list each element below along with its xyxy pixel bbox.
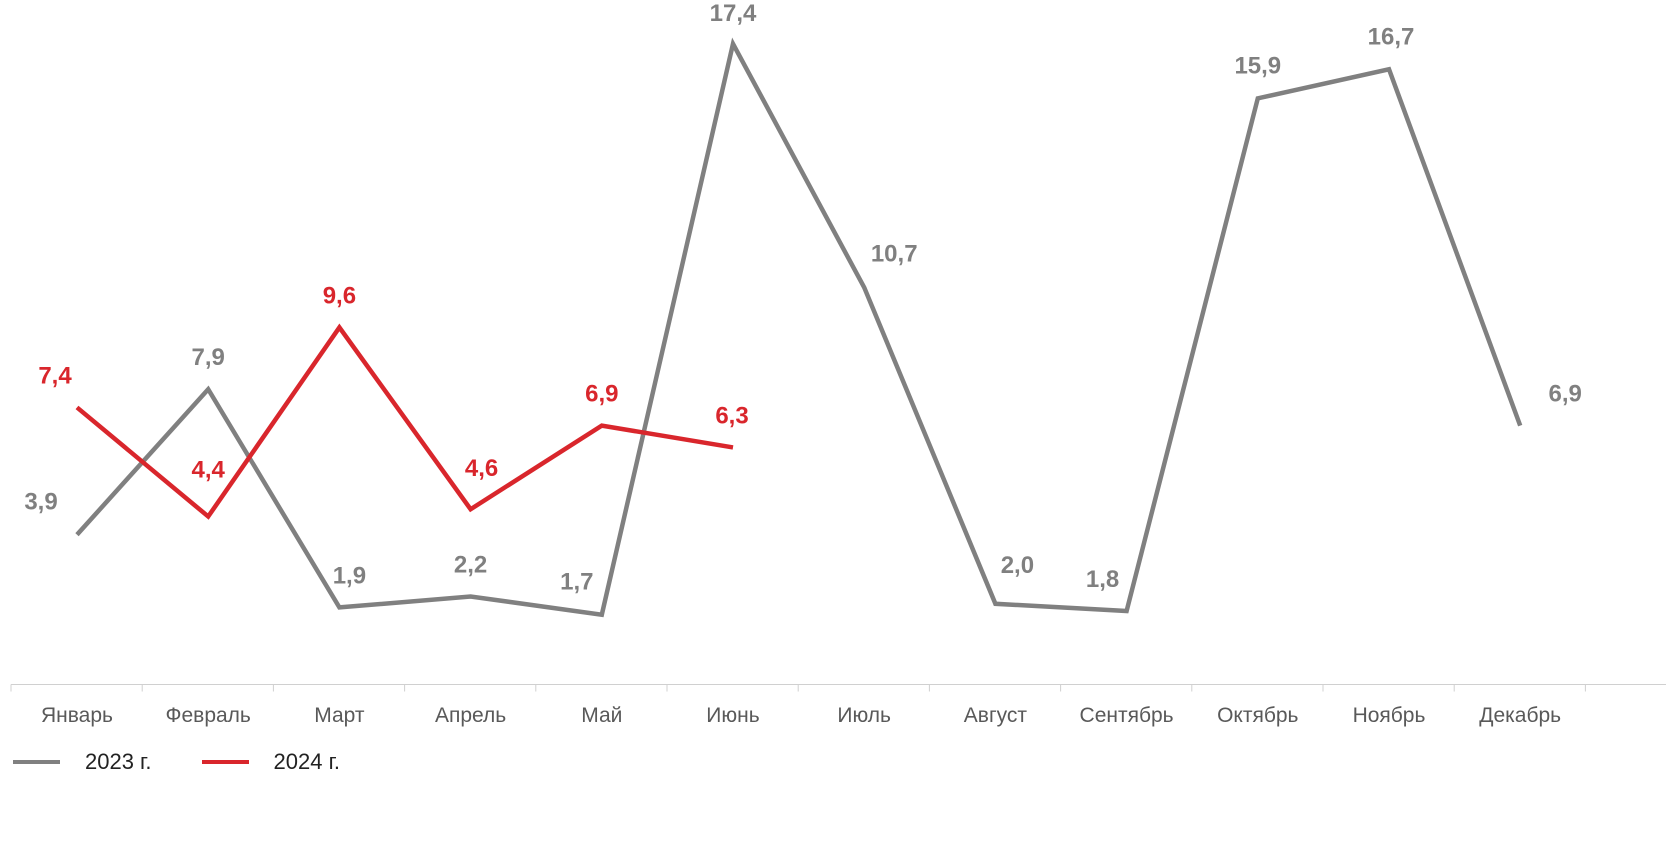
x-axis-category-label: Февраль (166, 704, 251, 727)
legend-label-2024: 2024 г. (273, 749, 341, 774)
data-label: 7,9 (192, 344, 225, 371)
x-axis-category-label: Апрель (435, 704, 506, 727)
legend-swatch-2023 (13, 760, 60, 764)
data-label: 1,8 (1086, 566, 1119, 593)
data-label: 4,6 (465, 455, 498, 482)
data-label: 1,7 (560, 569, 593, 596)
data-label: 10,7 (871, 240, 918, 267)
data-label: 9,6 (323, 282, 356, 309)
legend-item-2023: 2023 г. (13, 749, 152, 775)
data-labels: 3,9 7,9 1,9 2,2 1,7 17,4 10,7 2,0 1,8 15,9 16,7 6,9… (24, 0, 1582, 596)
data-label: 17,4 (710, 0, 757, 27)
x-axis-category-labels: Январь Февраль Март Апрель Май Июнь Июль Август… (41, 704, 1561, 727)
x-axis-category-label: Июль (837, 704, 891, 727)
data-label: 6,9 (1549, 381, 1582, 408)
legend: 2023 г. 2024 г. (0, 742, 377, 782)
x-axis-category-label: Май (581, 704, 622, 727)
x-axis-ticks (10, 684, 1586, 692)
legend-label-2023: 2023 г. (85, 749, 152, 774)
series-line-0 (75, 37, 1523, 618)
x-axis-category-label: Сентябрь (1080, 704, 1174, 727)
x-axis-category-label: Март (314, 704, 365, 727)
data-label: 4,4 (192, 457, 226, 484)
x-axis-category-label: Октябрь (1217, 704, 1298, 727)
data-label: 6,3 (715, 402, 748, 429)
series-line-1 (75, 323, 734, 520)
data-label: 2,2 (454, 552, 487, 579)
x-axis-category-label: Декабрь (1479, 704, 1561, 727)
series-lines (75, 37, 1523, 618)
data-label: 6,9 (585, 381, 618, 408)
data-label: 16,7 (1368, 23, 1415, 50)
x-axis-category-label: Август (964, 704, 1028, 727)
x-axis-category-label: Январь (41, 704, 113, 727)
data-label: 1,9 (333, 562, 366, 589)
data-label: 7,4 (38, 362, 72, 389)
data-label: 2,0 (1001, 552, 1034, 579)
data-label: 15,9 (1234, 52, 1281, 79)
data-label: 3,9 (24, 489, 57, 516)
legend-item-2024: 2024 г. (201, 749, 341, 775)
x-axis-category-label: Июнь (706, 704, 759, 727)
legend-swatch-2024 (201, 760, 249, 764)
x-axis-category-label: Ноябрь (1353, 704, 1426, 727)
